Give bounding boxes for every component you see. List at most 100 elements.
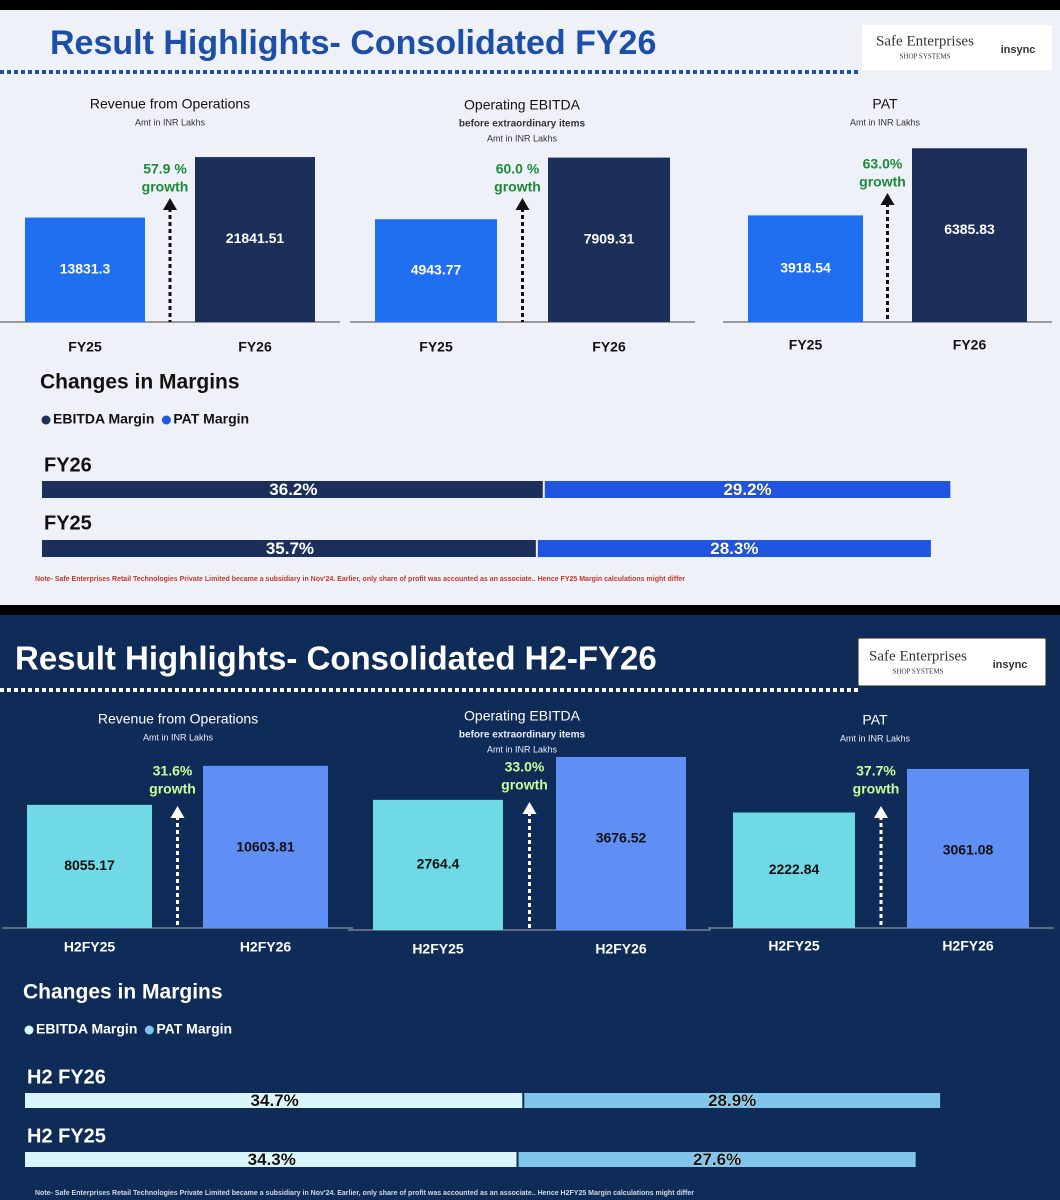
bar [195,157,315,322]
logo-text: SHOP SYSTEMS [893,668,944,676]
bar [556,756,686,930]
bar [27,804,152,928]
legend-label: EBITDA Margin [36,1021,137,1037]
logo-box [862,25,1052,70]
margin-segment [537,540,931,557]
margin-value-label: 34.3% [248,1150,296,1169]
footnote: Note- Safe Enterprises Retail Technologi… [35,576,685,583]
x-tick-label: FY25 [68,339,102,355]
chart-subtitle: before extraordinary items [459,119,586,130]
slide-background [0,615,1060,1200]
x-tick-label: FY26 [238,339,272,355]
chart-subtitle: before extraordinary items [459,730,586,741]
margin-segment [518,1152,916,1167]
x-tick-label: FY25 [419,339,453,355]
growth-arrowhead [163,198,177,210]
growth-label: growth [853,781,900,797]
legend-label: PAT Margin [173,411,249,427]
bar [733,812,855,928]
margin-segment [42,540,536,557]
margin-value-label: 29.2% [723,480,771,499]
growth-label: 60.0 % [496,161,540,177]
chart-subtitle: Amt in INR Lakhs [850,117,921,127]
growth-arrowhead [522,802,537,814]
slide-title: Result Highlights- Consolidated H2-FY26 [15,640,657,677]
growth-label: 37.7% [856,763,896,779]
chart-title: Operating EBITDA [464,708,581,724]
logo-text: Safe Enterprises [869,648,967,664]
margin-value-label: 36.2% [269,480,317,499]
margin-segment [25,1152,517,1167]
growth-label: growth [142,179,189,195]
chart-title: Changes in Margins [40,371,240,394]
legend-label: EBITDA Margin [53,411,154,427]
bar [375,219,497,322]
x-tick-label: FY26 [953,337,987,353]
bar [907,768,1029,928]
bar-value-label: 3676.52 [596,830,647,846]
category-label: FY25 [44,512,92,534]
x-tick-label: H2FY26 [595,941,647,957]
growth-label: 57.9 % [143,161,187,177]
bar-value-label: 7909.31 [584,230,635,246]
margin-segment [524,1093,941,1108]
x-tick-label: FY25 [789,337,823,353]
bar-value-label: 3061.08 [943,842,994,858]
logo-text: insync [993,659,1028,671]
margin-value-label: 34.7% [251,1091,299,1110]
legend-marker [161,415,171,425]
margin-value-label: 28.9% [708,1091,756,1110]
margin-segment [42,481,543,498]
logo-text: SHOP SYSTEMS [900,53,951,61]
bar-value-label: 8055.17 [64,857,115,873]
logo-text: Safe Enterprises [876,33,974,49]
bar [373,799,503,930]
x-tick-label: H2FY25 [64,939,116,955]
bar [548,157,670,322]
chart-subtitle: Amt in INR Lakhs [840,733,911,743]
growth-label: growth [501,777,548,793]
bar-value-label: 21841.51 [226,230,285,246]
growth-label: 63.0% [863,156,903,172]
growth-arrowhead [880,193,895,205]
bar-value-label: 4943.77 [411,261,462,277]
chart-subtitle: Amt in INR Lakhs [487,133,558,143]
legend-marker [41,415,51,425]
margin-value-label: 27.6% [693,1150,741,1169]
legend-marker [24,1025,34,1035]
slide-title: Result Highlights- Consolidated FY26 [50,24,656,62]
chart-title: Operating EBITDA [464,97,581,113]
x-tick-label: H2FY26 [942,938,994,954]
category-label: FY26 [44,454,92,476]
growth-label: 31.6% [153,763,193,779]
margin-value-label: 28.3% [710,539,758,558]
bar [25,217,145,322]
chart-subtitle: Amt in INR Lakhs [143,732,214,742]
chart-subtitle: Amt in INR Lakhs [487,744,558,754]
bar [748,215,863,322]
logo-box [857,637,1047,687]
chart-title: Revenue from Operations [90,96,250,112]
bar-value-label: 6385.83 [944,221,995,237]
category-label: H2 FY25 [27,1125,106,1147]
logo-text: insync [1001,44,1036,56]
x-tick-label: FY26 [592,339,626,355]
chart-subtitle: Amt in INR Lakhs [135,117,206,127]
margin-segment [25,1093,523,1108]
footnote: Note- Safe Enterprises Retail Technologi… [35,1190,694,1197]
growth-arrowhead [874,806,888,818]
chart-title: Changes in Margins [23,981,223,1004]
legend-marker [144,1025,154,1035]
bar-value-label: 13831.3 [60,260,111,276]
growth-label: growth [859,174,906,190]
chart-title: PAT [862,712,888,728]
bar-value-label: 3918.54 [780,259,831,275]
growth-arrowhead [515,198,530,210]
x-tick-label: H2FY25 [412,941,464,957]
margin-value-label: 35.7% [266,539,314,558]
bar [912,148,1027,322]
margin-segment [544,481,951,498]
growth-arrowhead [170,806,185,818]
